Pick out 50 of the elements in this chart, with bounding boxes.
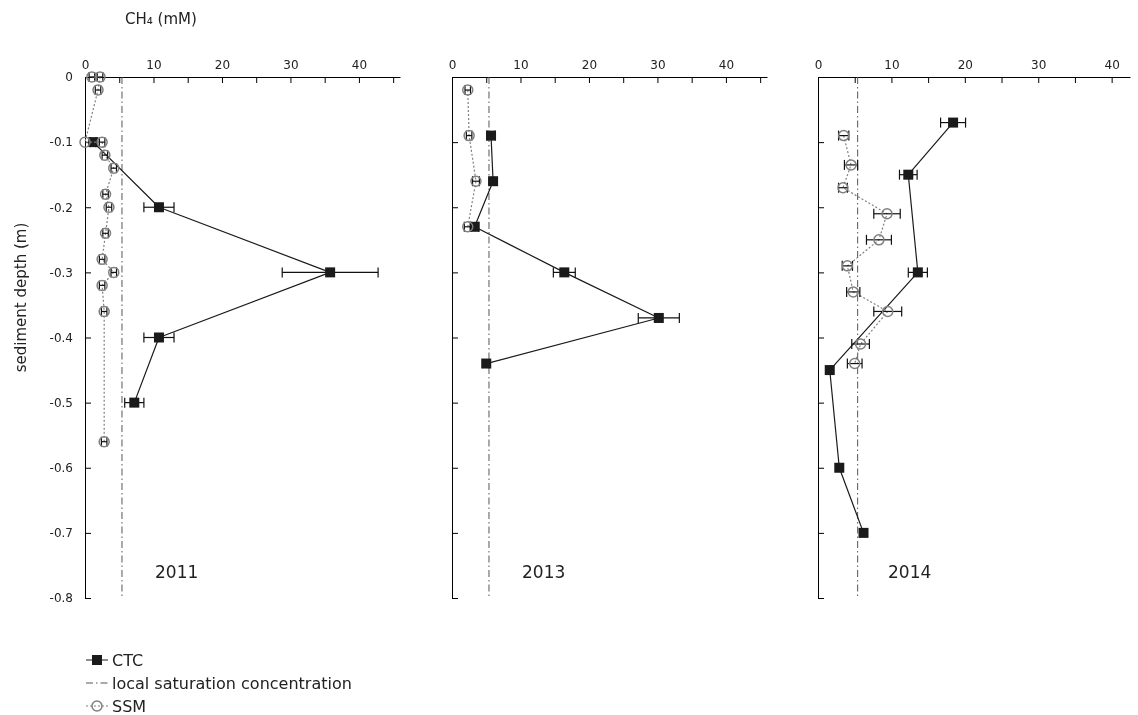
y-tick-label: -0.7 — [49, 526, 73, 541]
x-tick-label: 0 — [814, 58, 823, 73]
x-tick-label: 0 — [81, 58, 90, 73]
x-tick-label: 30 — [1031, 58, 1047, 73]
y-tick-label: -0.3 — [49, 265, 73, 280]
point — [858, 527, 869, 538]
point — [559, 267, 570, 278]
point — [488, 176, 499, 187]
x-tick-label: 20 — [957, 58, 973, 73]
y-axis-title: sediment depth (m) — [12, 222, 30, 373]
y-tick-label: -0.4 — [49, 330, 73, 345]
y-tick-label: -0.8 — [49, 591, 73, 606]
point — [912, 267, 923, 278]
y-tick-label: -0.5 — [49, 395, 73, 410]
x-tick-label: 20 — [581, 58, 598, 73]
point — [481, 358, 492, 369]
x-tick-label: 30 — [650, 58, 666, 73]
y-tick-label: -0.6 — [49, 461, 73, 476]
x-tick-label: 40 — [1104, 58, 1120, 73]
legend-label: CTC — [112, 651, 144, 670]
annotation: 2011 — [155, 562, 199, 582]
point — [881, 208, 893, 220]
y-tick-label: -0.1 — [49, 135, 73, 150]
annotation: 2013 — [522, 562, 566, 582]
point — [903, 169, 914, 180]
annotation: 2014 — [888, 562, 932, 582]
x-tick-label: 20 — [214, 58, 231, 73]
x-tick-label: 10 — [513, 58, 529, 73]
y-tick-label: 0 — [65, 70, 73, 85]
legend-label: local saturation concentration — [112, 674, 352, 693]
point — [153, 332, 164, 343]
x-tick-label: 10 — [884, 58, 900, 73]
y-tick-label: -0.2 — [49, 200, 73, 215]
point — [153, 202, 164, 213]
point — [79, 136, 91, 148]
x-tick-label: 40 — [351, 58, 368, 73]
point — [325, 267, 336, 278]
point — [834, 462, 845, 473]
point — [873, 234, 885, 246]
point — [881, 305, 894, 318]
point — [948, 117, 959, 128]
x-axis-title: CH₄ (mM) — [125, 10, 197, 28]
point — [653, 312, 664, 323]
point — [129, 397, 140, 408]
legend-label: SSM — [112, 697, 147, 715]
point — [824, 365, 835, 376]
x-tick-label: 40 — [718, 58, 735, 73]
x-tick-label: 10 — [146, 58, 162, 73]
x-tick-label: 0 — [448, 58, 457, 73]
x-tick-label: 30 — [283, 58, 299, 73]
